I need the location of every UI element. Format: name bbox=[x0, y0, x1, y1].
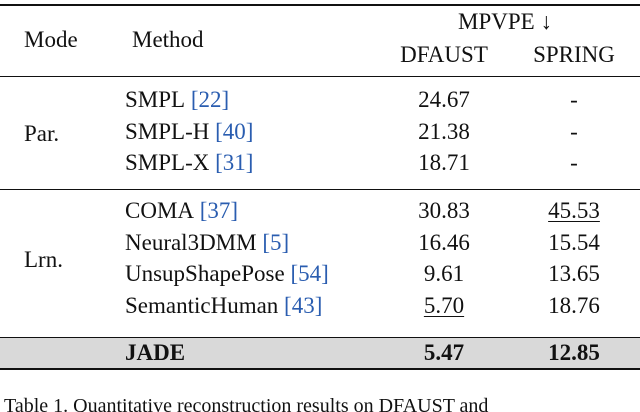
cell: 5.70 bbox=[423, 293, 465, 319]
cell: 9.61 bbox=[423, 261, 465, 287]
header-metric: MPVPE ↓ bbox=[458, 9, 552, 34]
group-rule bbox=[0, 337, 640, 338]
cell: 18.71 bbox=[418, 150, 470, 176]
header-rule bbox=[0, 76, 640, 77]
citation: [43] bbox=[284, 293, 323, 319]
cell: 18.76 bbox=[548, 293, 600, 319]
citation: [37] bbox=[199, 198, 239, 223]
cell: 24.67 bbox=[418, 87, 470, 112]
method-name: COMA bbox=[125, 198, 195, 223]
group-label: Lrn. bbox=[24, 247, 63, 273]
citation: [5] bbox=[262, 229, 290, 255]
method-name: JADE bbox=[125, 340, 186, 365]
method-cell: SMPL-X [31] bbox=[125, 149, 253, 177]
citation: [22] bbox=[190, 87, 230, 112]
group-rule bbox=[0, 189, 640, 190]
highlight-row bbox=[0, 338, 640, 369]
group-label: Par. bbox=[24, 120, 60, 146]
caption: Table 1. Quantitative reconstruction res… bbox=[4, 395, 489, 412]
citation: [40] bbox=[215, 118, 254, 144]
cell: 13.65 bbox=[548, 261, 600, 287]
header-mode: Mode bbox=[24, 27, 78, 52]
method-cell: SMPL [22] bbox=[125, 86, 229, 114]
method-name: SMPL-H bbox=[125, 118, 210, 144]
top-rule bbox=[0, 4, 640, 6]
method-cell: SMPL-H [40] bbox=[125, 118, 253, 146]
method-name: UnsupShapePose bbox=[125, 261, 285, 287]
cell: 5.47 bbox=[423, 340, 465, 365]
method-cell: UnsupShapePose [54] bbox=[125, 260, 329, 288]
cell: 21.38 bbox=[418, 118, 470, 144]
cell: - bbox=[570, 87, 578, 112]
cell: 16.46 bbox=[418, 229, 470, 255]
method-cell: SemanticHuman [43] bbox=[125, 292, 322, 320]
cell: 15.54 bbox=[548, 229, 600, 255]
method-name: SemanticHuman bbox=[125, 293, 279, 319]
cell: 45.53 bbox=[548, 198, 600, 223]
citation: [54] bbox=[290, 261, 329, 287]
method-name: SMPL-X bbox=[125, 150, 210, 176]
header-column: SPRING bbox=[533, 42, 615, 67]
method-name: SMPL bbox=[125, 87, 186, 112]
citation: [31] bbox=[215, 150, 254, 176]
cell: 30.83 bbox=[418, 198, 470, 223]
method-cell: COMA [37] bbox=[125, 197, 238, 225]
header-column: DFAUST bbox=[400, 42, 488, 67]
cell: - bbox=[570, 118, 578, 144]
cell: - bbox=[570, 150, 578, 176]
bottom-rule bbox=[0, 368, 640, 370]
cell: 12.85 bbox=[548, 340, 600, 365]
header-method: Method bbox=[132, 27, 204, 52]
method-name: Neural3DMM bbox=[125, 229, 257, 255]
method-cell: Neural3DMM [5] bbox=[125, 229, 289, 257]
